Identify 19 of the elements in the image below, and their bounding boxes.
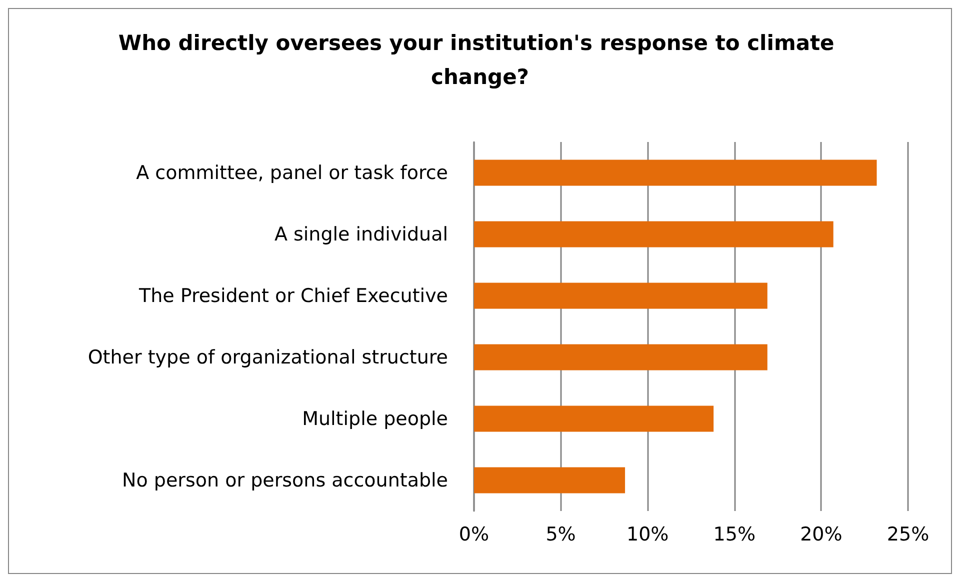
bar: [474, 344, 768, 370]
x-tick-label: 15%: [713, 524, 756, 546]
bar: [474, 406, 714, 432]
bar: [474, 160, 877, 186]
x-tick-label: 10%: [626, 524, 669, 546]
bar: [474, 467, 626, 494]
y-tick-label: A single individual: [274, 223, 448, 246]
y-tick-label: Other type of organizational structure: [88, 346, 448, 368]
y-tick-label: A committee, panel or task force: [136, 162, 448, 184]
x-tick-label: 5%: [546, 524, 576, 546]
bar: [474, 221, 834, 248]
y-tick-label: No person or persons accountable: [122, 469, 448, 492]
chart-title: Who directly oversees your institution's response to climate change?: [118, 31, 842, 89]
bar: [474, 282, 768, 309]
x-tick-label: 0%: [458, 524, 490, 546]
x-tick-label: 20%: [800, 524, 842, 546]
x-tick-label: 25%: [886, 524, 930, 546]
y-tick-label: The President or Chief Executive: [138, 284, 448, 307]
y-tick-label: Multiple people: [302, 408, 448, 430]
